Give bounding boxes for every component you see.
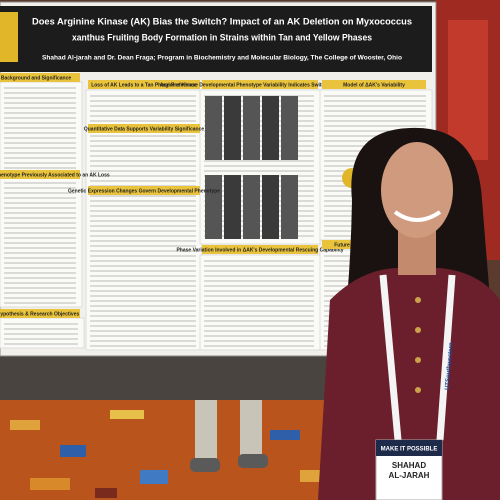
- section-header-bg: [0, 73, 80, 82]
- section-header: Model of ΔAK's Variability: [343, 82, 405, 88]
- section-header: Genetic Expression Changes Govern Develo…: [68, 188, 220, 194]
- poster-title-bar: [0, 6, 432, 72]
- micrograph: [205, 175, 222, 239]
- micrograph: [281, 175, 298, 239]
- section-header: Phase Variation Involved in ΔAK's Develo…: [176, 247, 343, 253]
- person: [318, 127, 500, 500]
- section-header: Quantitative Data Supports Variability S…: [84, 126, 205, 132]
- micrograph: [243, 96, 260, 160]
- micrograph: [205, 96, 222, 160]
- badge-header: [376, 440, 442, 456]
- section-header-bg: [202, 80, 318, 89]
- poster-title: xanthus Fruiting Body Formation in Strai…: [72, 33, 372, 44]
- section-header: Future: [334, 242, 350, 248]
- section-header-bg: [0, 170, 80, 179]
- section-header-bg: [322, 240, 362, 249]
- badge-name: SHAHAD: [392, 461, 426, 470]
- lanyard-right: [436, 274, 456, 441]
- section-header-bg: [88, 186, 200, 195]
- poster-authors: Shahad Al-jarah and Dr. Dean Fraga; Prog…: [42, 55, 402, 62]
- red-panel: [448, 20, 488, 160]
- micrograph: [224, 175, 241, 239]
- face: [381, 142, 453, 238]
- section-header: Hypothesis & Research Objectives: [0, 311, 79, 317]
- poster-title: Does Arginine Kinase (AK) Bias the Switc…: [32, 17, 412, 28]
- section-header-bg: [88, 124, 200, 133]
- poster-panel: [85, 89, 203, 351]
- buttons: [415, 297, 421, 393]
- micrograph: [243, 175, 260, 239]
- section-header-bg: [322, 80, 426, 89]
- passerby-legs: [190, 400, 268, 472]
- section-header-bg: [88, 80, 200, 89]
- section-header: Arginine Kinase Developmental Phenotype …: [160, 82, 360, 88]
- micrograph: [262, 96, 279, 160]
- section-header: Variation in Phenotype Previously Associ…: [0, 172, 110, 178]
- section-header-bg: [0, 309, 80, 318]
- section-header: Background and Significance: [1, 75, 72, 81]
- badge-name: AL-JARAH: [389, 471, 430, 480]
- carpet-pattern: [10, 410, 324, 498]
- micrograph: [224, 96, 241, 160]
- college-logo: [0, 12, 18, 62]
- section-header: Loss of AK Leads to a Tan Phase Preferen…: [91, 82, 197, 88]
- micrograph: [281, 96, 298, 160]
- micrograph: [262, 175, 279, 239]
- poster-panel: [0, 81, 83, 308]
- section-header-bg: [202, 245, 318, 254]
- smile: [393, 210, 442, 222]
- lanyard-text: UTSouthwestern: [445, 342, 455, 390]
- dress: [318, 268, 500, 500]
- lanyard-left: [379, 274, 402, 441]
- badge-tagline: MAKE IT POSSIBLE: [381, 447, 438, 453]
